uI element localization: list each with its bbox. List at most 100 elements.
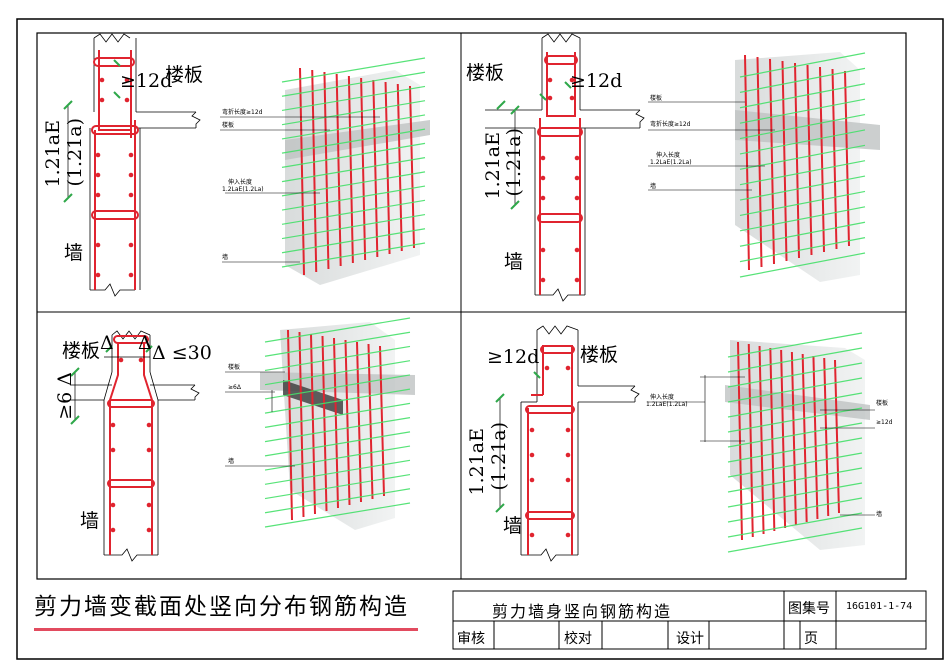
title-block-atlas-label: 图集号 <box>788 601 830 617</box>
p4-wall-label: 墙 <box>503 515 523 537</box>
3d-vertical-rebar <box>321 335 328 512</box>
3d-vertical-rebar <box>758 345 765 535</box>
3d-horizontal-rebar <box>264 345 411 372</box>
p3-callout-slab: 楼板 <box>228 364 241 371</box>
3d-vertical-rebar <box>747 343 754 538</box>
3d-horizontal-rebar <box>264 502 411 528</box>
3d-horizontal-rebar <box>264 473 411 500</box>
3d-horizontal-rebar <box>281 57 426 83</box>
3d-vertical-rebar <box>367 343 374 500</box>
drawing-frame <box>36 32 907 580</box>
3d-vertical-rebar <box>794 62 800 259</box>
p3-slab-label: 楼板 <box>62 340 101 362</box>
3d-horizontal-rebar <box>739 129 866 155</box>
3d-vertical-rebar <box>311 69 318 273</box>
p2-bend-label: ≥12d <box>570 70 623 92</box>
3d-horizontal-rebar <box>264 488 411 514</box>
panel-4-3d <box>647 332 875 553</box>
3d-horizontal-rebar <box>727 512 863 538</box>
3d-horizontal-rebar <box>727 422 863 448</box>
p4-bend-label: ≥12d <box>487 346 540 368</box>
3d-horizontal-rebar <box>281 213 426 240</box>
3d-vertical-rebar <box>812 355 819 520</box>
3d-vertical-rebar <box>819 66 825 253</box>
3d-horizontal-rebar <box>739 144 866 170</box>
p1-anchor-label: 1.21aE <box>42 120 64 188</box>
title-block-grid <box>452 590 927 650</box>
p4-anchor-label: 1.21aE <box>466 428 488 496</box>
3d-horizontal-rebar <box>281 171 426 197</box>
p3-delta-rule: Δ ≤30 <box>152 342 212 364</box>
p1-callout-anchor-2: 1.2LaE(1.2La) <box>222 186 264 193</box>
3d-horizontal-rebar <box>264 388 411 414</box>
p1-anchor-sub-label: (1.21a) <box>64 118 86 187</box>
sheet-subtitle-underline <box>34 628 418 631</box>
3d-vertical-rebar <box>344 339 351 506</box>
3d-horizontal-rebar <box>739 175 866 201</box>
3d-vertical-rebar <box>356 341 362 503</box>
panel-2-dims <box>496 81 572 210</box>
3d-vertical-rebar <box>844 70 850 247</box>
3d-horizontal-rebar <box>739 221 866 247</box>
3d-horizontal-rebar <box>281 157 426 183</box>
p1-slab-label: 楼板 <box>165 64 204 86</box>
p4-slab-label: 楼板 <box>580 344 619 366</box>
p4-anchor-sub-label: (1.21a) <box>488 422 510 491</box>
p4-callout-anchor-1: 伸入长度 <box>650 394 675 401</box>
3d-horizontal-rebar <box>281 100 426 126</box>
panel-3-3d <box>225 317 415 530</box>
3d-horizontal-rebar <box>281 228 426 254</box>
title-block-design: 设计 <box>676 631 704 647</box>
3d-horizontal-rebar <box>727 452 863 478</box>
p4-callout-slab: 楼板 <box>876 400 889 407</box>
3d-horizontal-rebar <box>264 459 411 485</box>
3d-horizontal-rebar <box>264 402 411 428</box>
panel-3-rebars <box>107 335 155 555</box>
p2-callout-anchor-2: 1.2LaE(1.2La) <box>650 159 692 166</box>
3d-vertical-rebar <box>780 349 787 529</box>
panel-3-dots <box>110 357 152 533</box>
3d-vertical-rebar <box>409 85 415 249</box>
panel-1-3d <box>220 57 430 285</box>
3d-horizontal-rebar <box>727 377 863 403</box>
3d-horizontal-rebar <box>739 83 866 109</box>
3d-vertical-rebar <box>806 64 813 256</box>
panel-1-section <box>89 33 201 297</box>
title-block-review: 审核 <box>457 631 485 647</box>
panel-4-dots <box>529 365 571 538</box>
p1-bend-label: ≥12d <box>120 70 173 92</box>
panel-2-section <box>485 33 645 302</box>
3d-horizontal-rebar <box>727 347 863 373</box>
p1-callout-bend: 弯折长度≥12d <box>222 109 263 116</box>
3d-vertical-rebar <box>831 68 838 250</box>
p4-callout-wall: 墙 <box>876 511 883 518</box>
3d-horizontal-rebar <box>281 199 426 225</box>
p2-wall-label: 墙 <box>504 251 524 273</box>
panel-1-rebars <box>91 50 139 290</box>
3d-horizontal-rebar <box>281 114 426 140</box>
3d-horizontal-rebar <box>739 52 866 78</box>
p1-callout-wall: 墙 <box>222 254 229 261</box>
3d-vertical-rebar <box>335 73 342 267</box>
3d-horizontal-rebar <box>264 374 411 400</box>
panel-4-section <box>520 325 640 562</box>
3d-vertical-rebar <box>756 56 763 268</box>
panel-1-dots <box>95 77 134 278</box>
p1-callout-slab: 楼板 <box>222 122 235 129</box>
3d-horizontal-rebar <box>281 142 426 168</box>
3d-horizontal-rebar <box>739 190 866 217</box>
panel-3-dims <box>70 345 153 425</box>
3d-vertical-rebar <box>360 77 367 261</box>
3d-horizontal-rebar <box>727 392 863 418</box>
3d-vertical-rebar <box>323 71 330 270</box>
3d-horizontal-rebar <box>264 431 411 457</box>
3d-vertical-rebar <box>769 58 775 265</box>
3d-horizontal-rebar <box>727 407 863 433</box>
3d-horizontal-rebar <box>739 252 866 278</box>
p3-callout-wall: 墙 <box>228 458 235 465</box>
title-block-check: 校对 <box>564 631 592 647</box>
3d-horizontal-rebar <box>727 482 863 508</box>
3d-horizontal-rebar <box>281 128 426 154</box>
3d-horizontal-rebar <box>727 467 863 493</box>
3d-horizontal-rebar <box>264 317 411 343</box>
